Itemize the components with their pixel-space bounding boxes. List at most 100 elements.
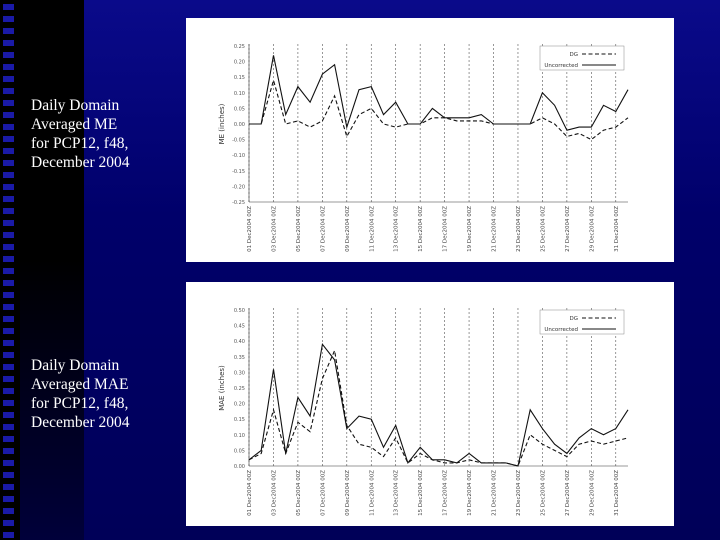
decorative-square: [3, 376, 14, 382]
y-tick-label: 0.15: [234, 75, 245, 81]
caption-me-line-1: Daily Domain: [31, 97, 120, 114]
x-tick-label: 23 Dec2004 00Z: [516, 206, 522, 252]
caption-mae-line-1: Daily Domain: [31, 357, 120, 374]
y-tick-label: 0.00: [234, 464, 245, 470]
y-tick-label: 0.10: [234, 433, 245, 439]
decorative-square: [3, 460, 14, 466]
y-axis-label: ME (inches): [218, 103, 226, 144]
caption-mae-line-2: Averaged MAE: [31, 376, 129, 393]
x-tick-label: 25 Dec2004 00Z: [540, 206, 546, 252]
x-tick-label: 15 Dec2004 00Z: [418, 470, 424, 516]
x-tick-label: 17 Dec2004 00Z: [443, 206, 449, 252]
decorative-square: [3, 88, 14, 94]
decorative-square: [3, 148, 14, 154]
decorative-square: [3, 244, 14, 250]
x-tick-label: 03 Dec2004 00Z: [271, 470, 277, 516]
caption-mae: Daily Domain Averaged MAE for PCP12, f48…: [31, 356, 181, 432]
series-line-uncorrected: [249, 55, 629, 131]
legend-label: DG: [570, 52, 579, 58]
y-tick-label: 0.25: [234, 386, 245, 392]
y-tick-label: 0.10: [234, 91, 245, 97]
x-tick-label: 21 Dec2004 00Z: [492, 206, 498, 252]
caption-me-line-2: Averaged ME: [31, 116, 118, 133]
decorative-square: [3, 328, 14, 334]
legend-box: [539, 45, 625, 71]
decorative-square: [3, 484, 14, 490]
decorative-square: [3, 340, 14, 346]
y-tick-label: 0.20: [234, 402, 245, 408]
left-decorative-strip: [0, 0, 20, 540]
x-tick-label: 09 Dec2004 00Z: [345, 470, 351, 516]
decorative-square: [3, 364, 14, 370]
y-tick-label: 0.05: [234, 448, 245, 454]
caption-me: Daily Domain Averaged ME for PCP12, f48,…: [31, 96, 181, 172]
x-tick-label: 17 Dec2004 00Z: [443, 470, 449, 516]
x-tick-label: 23 Dec2004 00Z: [516, 470, 522, 516]
decorative-square: [3, 532, 14, 538]
x-tick-label: 21 Dec2004 00Z: [492, 470, 498, 516]
x-tick-label: 07 Dec2004 00Z: [320, 206, 326, 252]
y-tick-label: -0.15: [232, 169, 245, 175]
decorative-square: [3, 316, 14, 322]
decorative-square: [3, 268, 14, 274]
decorative-square: [3, 160, 14, 166]
x-tick-label: 09 Dec2004 00Z: [345, 206, 351, 252]
decorative-square: [3, 220, 14, 226]
decorative-square: [3, 388, 14, 394]
decorative-square: [3, 280, 14, 286]
x-tick-label: 13 Dec2004 00Z: [394, 470, 400, 516]
y-tick-label: 0.05: [234, 106, 245, 112]
decorative-square: [3, 100, 14, 106]
decorative-square: [3, 424, 14, 430]
legend-label: DG: [570, 316, 579, 322]
caption-mae-line-4: December 2004: [31, 414, 130, 431]
mae-chart: MAE (inches) 0.50 0.45 0.40 0.35 0.30 0.25 0.20…: [218, 308, 629, 516]
y-tick-label: 0.15: [234, 417, 245, 423]
caption-mae-line-3: for PCP12, f48,: [31, 395, 129, 412]
x-tick-label: 25 Dec2004 00Z: [540, 470, 546, 516]
x-tick-label: 07 Dec2004 00Z: [320, 470, 326, 516]
decorative-square: [3, 172, 14, 178]
chart-panel-mae: MAE (inches) 0.50 0.45 0.40 0.35 0.30 0.25 0.20…: [186, 282, 674, 526]
x-tick-label: 11 Dec2004 00Z: [369, 470, 375, 516]
decorative-square: [3, 208, 14, 214]
x-tick-label: 19 Dec2004 00Z: [467, 470, 473, 516]
y-tick-label: 0.00: [234, 122, 245, 128]
chart-panel-me: ME (inches) 0.25 0.20 0.15 0.10 0.05 0.00 -0.05…: [186, 18, 674, 262]
x-tick-label: 29 Dec2004 00Z: [589, 206, 595, 252]
decorative-square: [3, 508, 14, 514]
decorative-square: [3, 76, 14, 82]
y-tick-label: -0.10: [232, 153, 245, 159]
decorative-square: [3, 196, 14, 202]
series-line-dg: [249, 78, 629, 141]
decorative-square: [3, 64, 14, 70]
x-tick-label: 11 Dec2004 00Z: [369, 206, 375, 252]
me-chart: ME (inches) 0.25 0.20 0.15 0.10 0.05 0.00 -0.05…: [218, 44, 629, 252]
y-axis-label: MAE (inches): [218, 365, 226, 411]
decorative-square: [3, 472, 14, 478]
decorative-square: [3, 136, 14, 142]
x-tick-label: 05 Dec2004 00Z: [296, 206, 302, 252]
x-tick-label: 05 Dec2004 00Z: [296, 470, 302, 516]
y-tick-label: 0.40: [234, 339, 245, 345]
y-tick-label: 0.35: [234, 355, 245, 361]
decorative-square: [3, 124, 14, 130]
decorative-square: [3, 448, 14, 454]
caption-me-line-3: for PCP12, f48,: [31, 135, 129, 152]
caption-me-line-4: December 2004: [31, 154, 130, 171]
decorative-square: [3, 256, 14, 262]
decorative-square: [3, 412, 14, 418]
x-tick-label: 31 Dec2004 00Z: [614, 470, 620, 516]
decorative-square: [3, 436, 14, 442]
x-tick-label: 31 Dec2004 00Z: [614, 206, 620, 252]
decorative-square: [3, 520, 14, 526]
decorative-square: [3, 112, 14, 118]
decorative-square: [3, 52, 14, 58]
legend-label: Uncorrected: [544, 63, 578, 69]
x-tick-label: 19 Dec2004 00Z: [467, 206, 473, 252]
decorative-square: [3, 28, 14, 34]
y-tick-label: -0.05: [232, 138, 245, 144]
legend-label: Uncorrected: [544, 327, 578, 333]
decorative-square: [3, 16, 14, 22]
y-tick-label: 0.20: [234, 60, 245, 66]
